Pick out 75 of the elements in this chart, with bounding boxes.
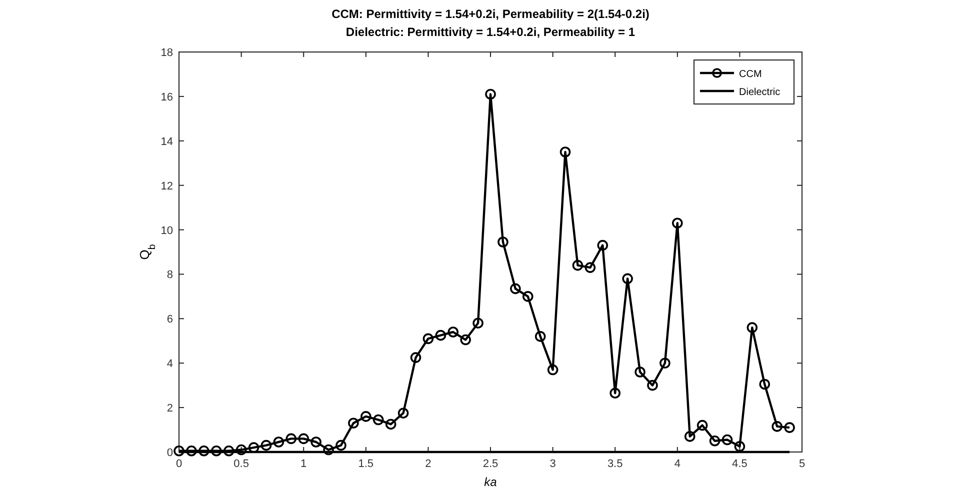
point (597, 240, 608, 251)
point (360, 411, 372, 422)
point (198, 445, 210, 456)
point (398, 408, 409, 419)
x-tick-label: 3 (550, 458, 556, 470)
point (622, 273, 633, 284)
x-tick-label: 3.5 (607, 458, 623, 470)
x-tick-label: 2.5 (482, 458, 498, 470)
point (684, 431, 696, 442)
y-tick-label: 10 (160, 224, 173, 237)
point (260, 440, 272, 451)
legend-label: Dielectric (739, 87, 780, 98)
point (210, 445, 222, 456)
point (722, 434, 733, 446)
point (460, 334, 471, 346)
y-tick-label: 8 (166, 269, 173, 282)
point (298, 433, 309, 444)
point (385, 418, 396, 430)
point (422, 333, 434, 344)
point (372, 414, 384, 426)
x-tick-label: 5 (798, 458, 806, 470)
x-tick-label: 1.5 (358, 458, 374, 470)
y-tick-label: 12 (160, 180, 173, 192)
point (672, 218, 683, 229)
point (634, 366, 646, 378)
point (560, 146, 571, 158)
point (323, 444, 334, 456)
point (772, 421, 782, 432)
point (236, 444, 247, 456)
point (485, 88, 496, 100)
x-tick-label: 4.5 (732, 458, 748, 470)
y-tick-label: 2 (166, 402, 173, 415)
point (174, 445, 184, 456)
point (522, 291, 534, 302)
point (286, 433, 297, 444)
point (784, 422, 795, 433)
chart-subtitle: Dielectric: Permittivity = 1.54+0.2i, Permeability = 1 (346, 25, 636, 39)
x-tick-label: 4 (674, 458, 680, 470)
point (660, 358, 670, 369)
point (534, 331, 546, 342)
point (746, 322, 758, 333)
y-tick-label: 14 (160, 136, 173, 148)
chart-title: CCM: Permittivity = 1.54+0.2i, Permeability = 2(1.54-0.2i) (332, 7, 650, 21)
x-axis-title: ka (484, 475, 498, 488)
point (647, 380, 658, 391)
point (572, 260, 584, 271)
point (348, 418, 359, 429)
point (273, 436, 284, 448)
x-tick-label: 0.5 (234, 458, 249, 470)
point (547, 364, 558, 376)
y-tick-label: 18 (160, 47, 173, 59)
point (435, 330, 446, 341)
y-tick-label: 6 (166, 314, 173, 326)
point (310, 436, 322, 448)
y-tick-label: 16 (160, 91, 173, 104)
point (610, 388, 620, 399)
point (584, 262, 596, 273)
x-tick-label: 1 (300, 458, 307, 470)
point (510, 283, 521, 294)
point (410, 352, 422, 363)
point (734, 441, 746, 452)
y-tick-label: 4 (166, 358, 173, 370)
x-tick-label: 2 (425, 458, 432, 470)
point (759, 378, 770, 390)
x-tick-label: 0 (176, 458, 182, 470)
point (709, 435, 720, 446)
point (336, 440, 346, 451)
point (472, 318, 484, 329)
legend-label: CCM (739, 69, 762, 80)
y-tick-label: 0 (166, 447, 173, 459)
point (223, 445, 234, 456)
point (498, 236, 508, 248)
point (186, 445, 197, 456)
point (696, 420, 708, 431)
point (448, 326, 459, 338)
